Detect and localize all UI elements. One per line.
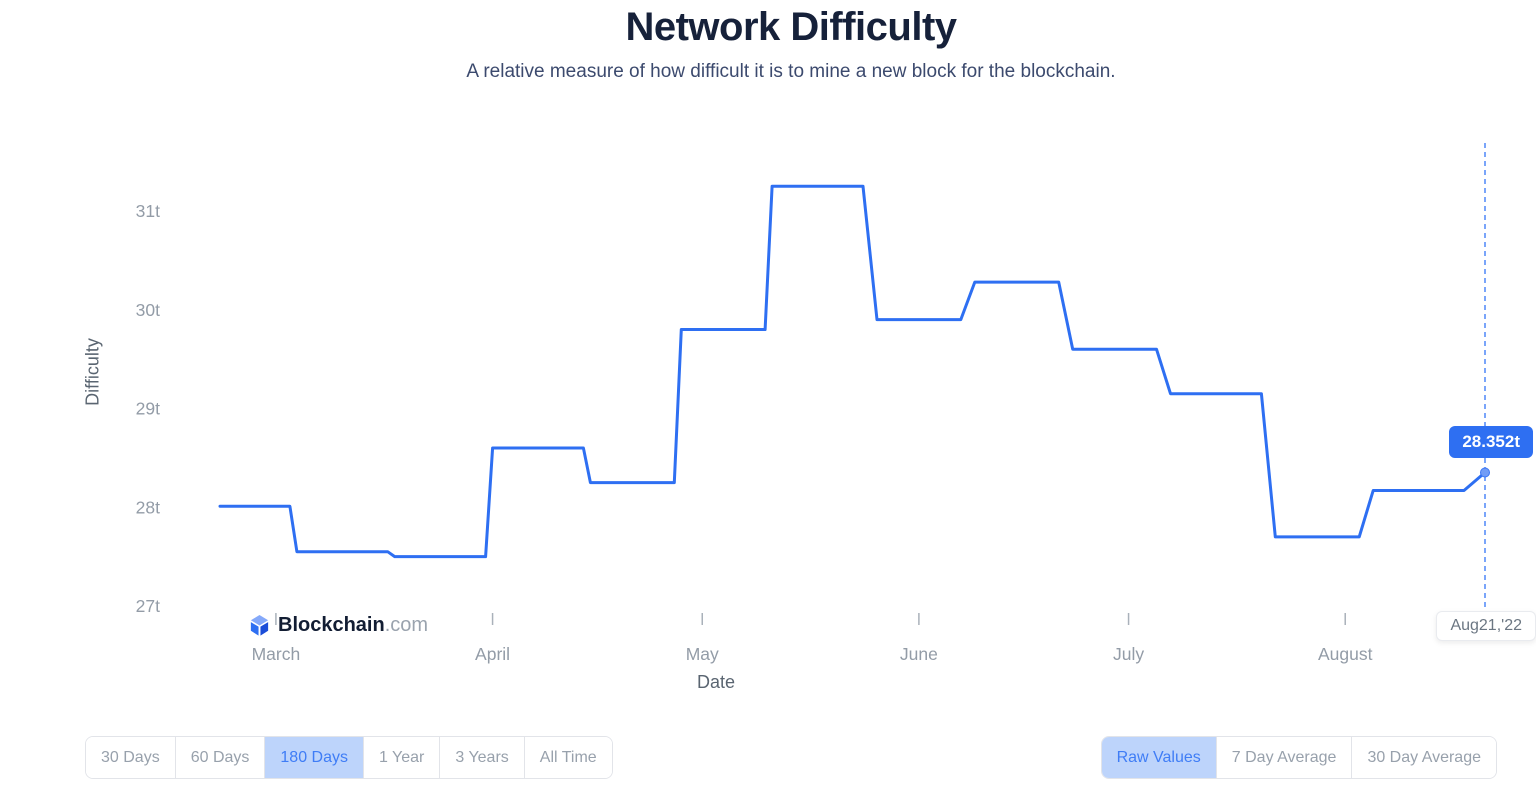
x-axis-tick-label: May — [686, 644, 719, 664]
cursor-date-label: Aug21,'22 — [1436, 611, 1536, 641]
mode-button-raw-values[interactable]: Raw Values — [1101, 737, 1217, 778]
blockchain-logo-icon — [250, 614, 269, 636]
range-button-1-year[interactable]: 1 Year — [364, 737, 441, 778]
range-button-60-days[interactable]: 60 Days — [175, 737, 266, 778]
time-range-selector: 30 Days 60 Days 180 Days 1 Year 3 Years … — [85, 736, 613, 779]
range-button-3-years[interactable]: 3 Years — [440, 737, 525, 778]
y-axis-tick-label: 30t — [136, 300, 160, 320]
x-axis-tick-label: June — [900, 644, 938, 664]
page-title: Network Difficulty — [625, 5, 957, 49]
mode-button-7-day-average[interactable]: 7 Day Average — [1216, 737, 1353, 778]
current-point-dot — [1480, 467, 1490, 478]
mode-button-30-day-average[interactable]: 30 Day Average — [1352, 737, 1496, 778]
chart-controls: 30 Days 60 Days 180 Days 1 Year 3 Years … — [85, 736, 1497, 779]
value-mode-selector: Raw Values 7 Day Average 30 Day Average — [1100, 736, 1497, 779]
blockchain-logo[interactable]: Blockchain.com — [248, 614, 428, 637]
y-axis-tick-label: 29t — [136, 399, 160, 419]
x-axis-tick-label: July — [1113, 644, 1144, 664]
blockchain-logo-text: Blockchain.com — [278, 614, 428, 637]
range-button-all-time[interactable]: All Time — [524, 737, 612, 778]
x-axis-tick-label: March — [252, 644, 301, 664]
y-axis-tick-label: 28t — [136, 497, 160, 517]
tooltip-value-badge: 28.352t — [1449, 426, 1533, 458]
difficulty-series-line — [218, 184, 1487, 559]
y-axis-title: Difficulty — [82, 338, 103, 406]
x-axis-tick-label: August — [1318, 644, 1373, 664]
chart-header: Network Difficulty A relative measure of… — [0, 0, 1536, 83]
difficulty-line-chart[interactable]: 27t 28t 29t 30t 31t March April May June July Augu… — [0, 0, 1536, 730]
logo-suffix: .com — [384, 614, 429, 636]
range-button-30-days[interactable]: 30 Days — [86, 737, 176, 778]
y-axis-tick-label: 27t — [136, 596, 160, 616]
logo-brand: Blockchain — [278, 614, 385, 636]
page-subtitle: A relative measure of how difficult it i… — [466, 61, 1116, 82]
x-axis-tick-label: April — [475, 644, 510, 664]
x-axis-title: Date — [696, 672, 736, 692]
y-axis-tick-label: 31t — [136, 201, 160, 221]
range-button-180-days[interactable]: 180 Days — [265, 737, 364, 778]
